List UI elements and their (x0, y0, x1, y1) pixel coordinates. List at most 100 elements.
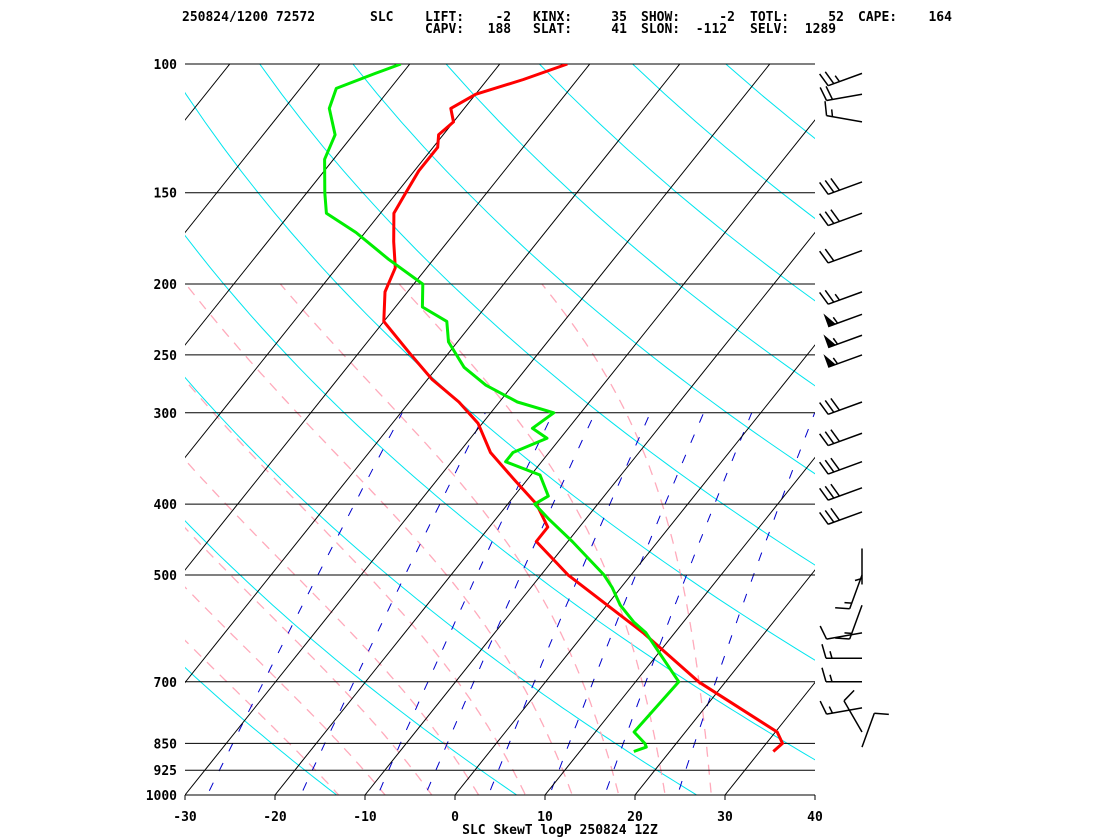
isotherm (185, 64, 231, 121)
wind-barb (824, 101, 863, 123)
stat-show: SHOW: -2 (641, 10, 735, 25)
temperature-tick-label: 30 (717, 810, 733, 825)
dry-adiabat (185, 91, 815, 661)
isotherm (185, 64, 681, 684)
dry-adiabat (185, 666, 338, 795)
wind-barb (835, 574, 863, 610)
mixing-ratio-line (424, 412, 596, 795)
pressure-tick-label: 150 (154, 187, 178, 202)
wind-barbs (819, 71, 889, 748)
isotherm (185, 64, 591, 571)
mixing-ratio-line (206, 412, 403, 795)
temperature-tick-labels: -30 -20 -10 0 10 20 30 40 (173, 795, 823, 825)
pressure-tick-label: 500 (154, 569, 178, 584)
wind-barb (821, 644, 862, 659)
pressure-tick-label: 200 (154, 278, 178, 293)
isotherm (185, 64, 501, 459)
pressure-tick-label: 1000 (146, 789, 177, 804)
pressure-tick-label: 100 (154, 58, 178, 73)
wind-barb (835, 604, 863, 640)
temperature-tick-label: -20 (263, 810, 287, 825)
mixing-ratio-line (377, 412, 554, 795)
mixing-ratio-line (300, 412, 486, 795)
pressure-tick-label: 850 (154, 737, 178, 752)
moist-adiabat (541, 283, 712, 795)
isotherm (814, 794, 815, 795)
isotherm (0, 64, 140, 795)
wind-barb (819, 457, 863, 475)
dry-adiabat (185, 520, 518, 795)
header-stats: 250824/1200 72572 SLC LIFT: -2 KINX: 35 … (0, 0, 1120, 60)
moist-adiabat (185, 526, 433, 795)
pressure-tick-label: 400 (154, 498, 178, 513)
stat-capv: CAPV: 188 (425, 22, 512, 37)
wind-barb (819, 507, 863, 525)
wind-barb (854, 548, 863, 585)
dry-adiabat (259, 64, 815, 566)
isotherm (364, 231, 815, 795)
isotherm (544, 456, 815, 795)
moist-adiabat (398, 283, 666, 795)
stat-lift: LIFT: -2 (425, 10, 512, 25)
temperature-tick-label: 0 (451, 810, 459, 825)
mixing-ratio-line (676, 412, 815, 795)
dry-adiabat (185, 376, 698, 795)
isobar-lines (185, 63, 815, 796)
isotherm (274, 119, 815, 795)
isotherm (185, 64, 771, 795)
wind-barb (819, 289, 863, 305)
moist-adiabat (185, 379, 527, 795)
wind-barb (819, 700, 863, 715)
sounding-traces (323, 64, 784, 753)
isotherm (634, 569, 815, 795)
stat-slon: SLON: -112 (641, 22, 728, 37)
temperature-tick-label: 40 (807, 810, 823, 825)
pressure-tick-label: 300 (154, 407, 178, 422)
isotherm (185, 64, 321, 234)
wind-barb (819, 625, 863, 640)
dewpoint-trace (323, 64, 681, 753)
wind-barb (823, 354, 863, 368)
stat-cape: CAPE: 164 (858, 10, 952, 25)
wind-barb (821, 667, 862, 683)
isotherm (454, 344, 815, 795)
dry-adiabat (538, 64, 815, 302)
moist-adiabat (185, 283, 573, 795)
stat-kinx: KINX: 35 (533, 10, 627, 25)
wind-barb (819, 177, 863, 195)
isotherm (0, 64, 50, 795)
pressure-tick-label: 925 (154, 764, 177, 779)
wind-barb (823, 334, 863, 349)
dry-adiabat (780, 31, 1120, 811)
moist-adiabat (185, 586, 386, 795)
dry-adiabat (631, 64, 815, 220)
temperature-tick-label: -10 (353, 810, 377, 825)
stat-date-station: 250824/1200 72572 (182, 10, 316, 25)
wind-barb (819, 71, 863, 87)
wind-barb (823, 313, 863, 328)
temperature-tick-label: 10 (537, 810, 553, 825)
pressure-tick-labels: 100 150 200 250 300 400 500 700 850 925 1000 (146, 58, 177, 804)
stat-totl: TOTL: 52 (750, 10, 844, 25)
moist-adiabat (185, 458, 480, 795)
mixing-ratio-line (604, 412, 753, 795)
stat-selv: SELV: 1289 (750, 22, 837, 37)
chart-footer-title: SLC SkewT logP 250824 12Z (462, 823, 658, 838)
stat-station: SLC (370, 10, 394, 25)
dry-adiabat (0, 31, 175, 811)
moist-adiabat (185, 639, 340, 795)
temperature-tick-label: 20 (627, 810, 643, 825)
dry-adiabat (725, 64, 815, 140)
pressure-tick-label: 250 (154, 349, 178, 364)
wind-barb (819, 483, 863, 501)
wind-barb (819, 429, 863, 447)
isotherm (724, 681, 815, 795)
isotherm (185, 64, 411, 346)
wind-barb (819, 397, 863, 416)
stat-slat: SLAT: 41 (533, 22, 627, 37)
temperature-tick-label: -30 (173, 810, 197, 825)
wind-barb (819, 86, 863, 102)
wind-barb (819, 209, 863, 227)
pressure-tick-label: 700 (154, 676, 178, 691)
